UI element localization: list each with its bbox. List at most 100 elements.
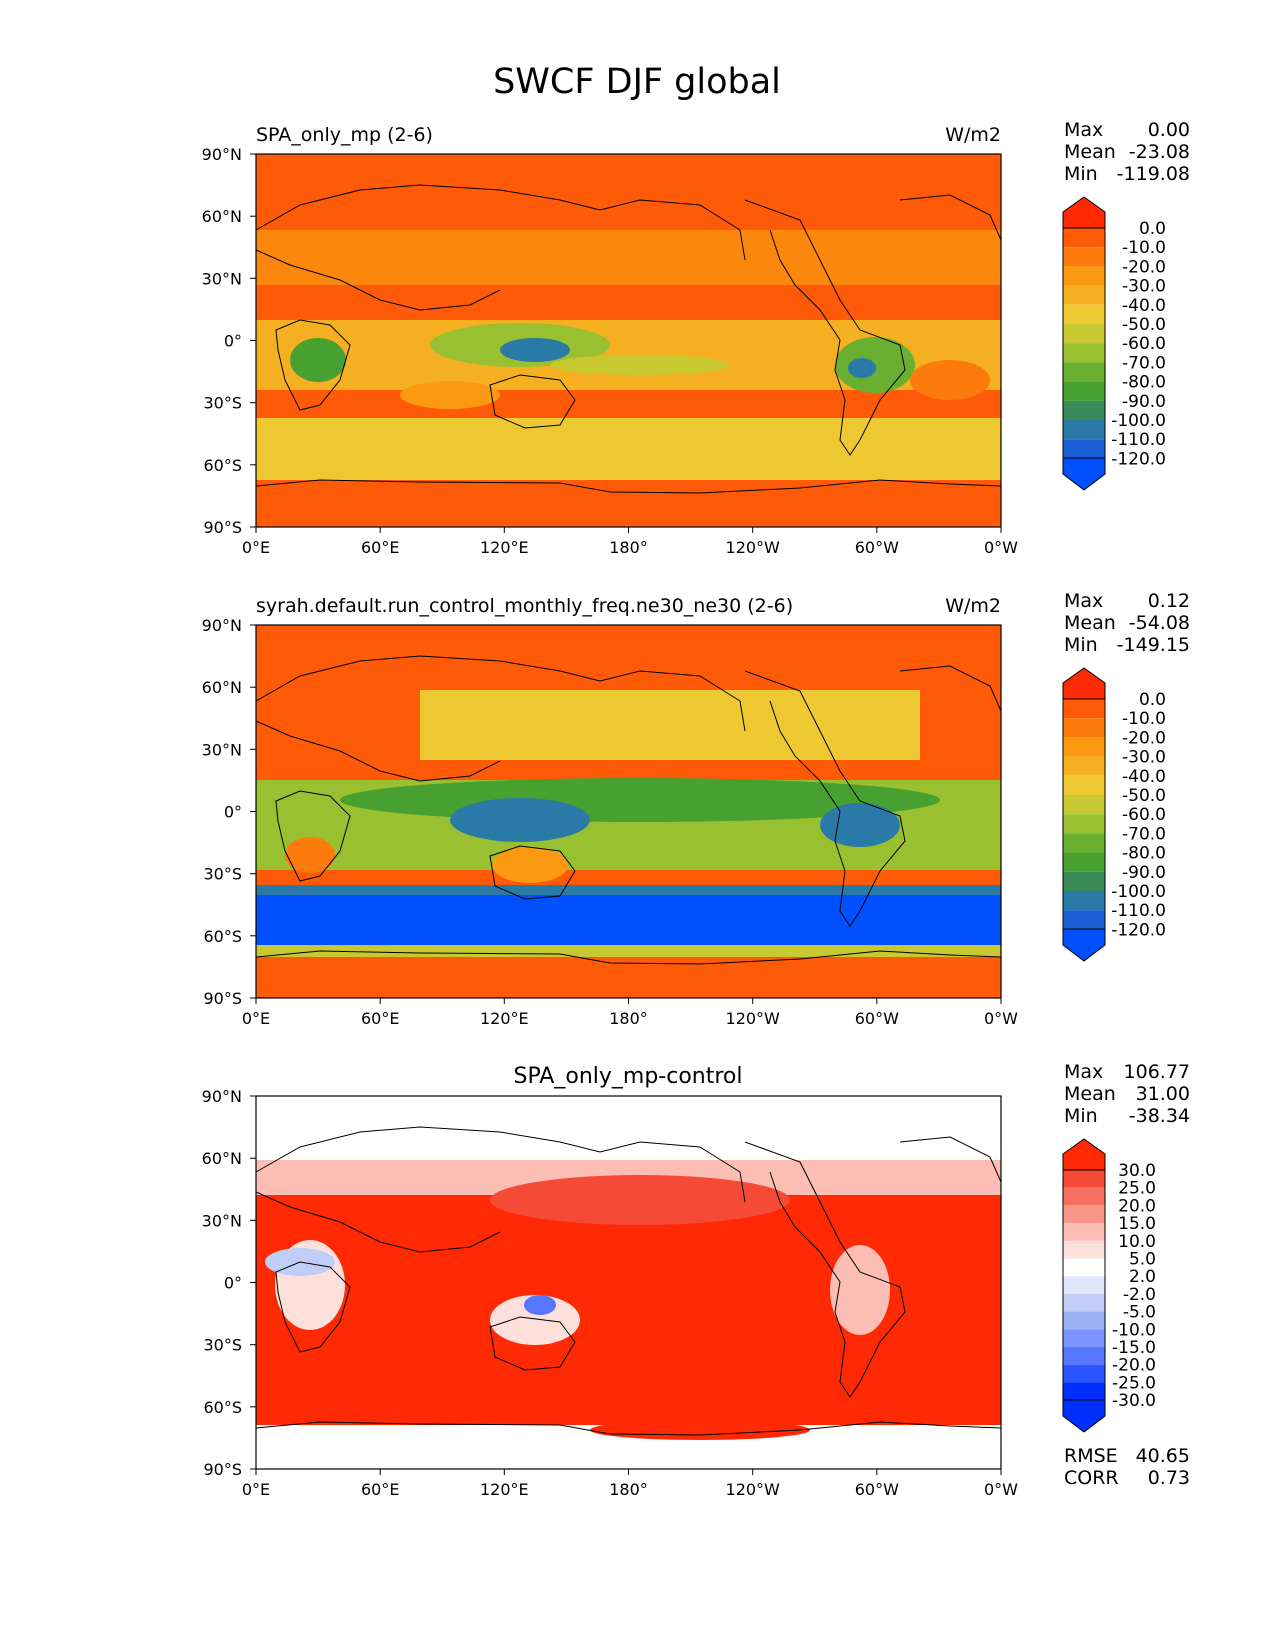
colorbar-label: -10.0 — [1122, 238, 1166, 258]
colorbar-segment — [1063, 1347, 1105, 1365]
x-axis: 0°E 60°E 120°E 180° 120°W 60°W 0°W — [242, 998, 1018, 1028]
y-tick-label: 0° — [224, 332, 242, 351]
colorbar-segment — [1063, 910, 1105, 930]
coastlines — [255, 1126, 1002, 1436]
x-axis: 0°E 60°E 120°E 180° 120°W 60°W 0°W — [242, 527, 1018, 557]
coast-africa — [275, 790, 351, 882]
stat-value: 106.77 — [1124, 1061, 1190, 1083]
colorbar-label: -90.0 — [1122, 863, 1166, 883]
stat-value: -119.08 — [1117, 163, 1190, 185]
colorbar-segment — [1063, 1276, 1105, 1294]
x-tick-label: 60°E — [361, 1480, 399, 1499]
x-tick-label: 120°E — [480, 1009, 529, 1028]
colorbar-outline — [1062, 227, 1106, 459]
south-africa-dry — [285, 837, 335, 873]
colorbar-segment — [1063, 343, 1105, 363]
colorbar-segment — [1063, 304, 1105, 324]
colorbar-label: -100.0 — [1111, 882, 1166, 902]
south-america-neutral — [830, 1245, 890, 1335]
colorbar-label: -110.0 — [1111, 430, 1166, 450]
x-tick-label: 0°W — [984, 1009, 1018, 1028]
africa-green — [290, 338, 346, 382]
map-field — [256, 1096, 1001, 1469]
panel-units: W/m2 — [945, 124, 1001, 146]
amazon-core — [820, 803, 900, 847]
y-axis: 90°N 60°N 30°N 0° 30°S 60°S 90°S — [202, 616, 256, 1008]
colorbar-label: -25.0 — [1112, 1373, 1156, 1393]
x-axis: 0°E 60°E 120°E 180° 120°W 60°W 0°W — [242, 1469, 1018, 1499]
y-tick-label: 90°S — [203, 989, 242, 1008]
colorbar-label: -110.0 — [1111, 901, 1166, 921]
colorbar-segment — [1063, 266, 1105, 286]
band-southern-ocean — [256, 895, 1001, 945]
x-tick-label: 120°E — [480, 538, 529, 557]
colorbar-segment — [1063, 439, 1105, 459]
colorbar-label: -120.0 — [1111, 920, 1166, 940]
colorbar-label: -80.0 — [1122, 373, 1166, 393]
y-tick-label: 60°N — [202, 207, 242, 226]
colorbar-label: 30.0 — [1118, 1161, 1156, 1181]
map-field — [256, 625, 1001, 998]
stats-block: Max 0.00 Mean -23.08 Min -119.08 — [1064, 119, 1190, 185]
colorbar-label: -20.0 — [1122, 257, 1166, 277]
colorbar-label: 25.0 — [1118, 1179, 1156, 1199]
coast-antarctica — [255, 1421, 1002, 1436]
colorbar-segment — [1063, 1329, 1105, 1347]
spcz — [550, 355, 730, 375]
sub-trop-low-se — [400, 381, 500, 409]
x-tick-label: 180° — [609, 1009, 648, 1028]
stat-value: -23.08 — [1129, 141, 1190, 163]
colorbar-segment — [1063, 400, 1105, 420]
colorbar-segment — [1063, 891, 1105, 911]
y-tick-label: 30°S — [203, 394, 242, 413]
colorbar-segment — [1063, 285, 1105, 305]
colorbar-segment — [1063, 756, 1105, 776]
colorbar-segment — [1063, 1240, 1105, 1259]
colorbar-segment — [1063, 1258, 1105, 1277]
coast-africa — [275, 1261, 351, 1353]
colorbar-label: -120.0 — [1111, 449, 1166, 469]
map-field — [256, 154, 1001, 527]
stat-label: Max — [1064, 1061, 1103, 1083]
y-tick-label: 60°S — [203, 1398, 242, 1417]
x-tick-label: 60°W — [855, 1009, 899, 1028]
colorbar: 0.0 -10.0 -20.0 -30.0 -40.0 -50.0 -60.0 … — [1062, 667, 1166, 962]
metric-value: 40.65 — [1136, 1445, 1190, 1467]
coast-antarctica — [255, 950, 1002, 965]
x-tick-label: 60°E — [361, 538, 399, 557]
panel-test: SPA_only_mp (2-6) W/m2 90°N — [202, 119, 1190, 557]
colorbar-segment — [1063, 814, 1105, 834]
colorbar: 30.0 25.0 20.0 15.0 10.0 5.0 2.0 -2.0 -5… — [1062, 1138, 1156, 1433]
x-tick-label: 120°W — [726, 538, 781, 557]
y-tick-label: 0° — [224, 1274, 242, 1293]
colorbar-segment — [1063, 324, 1105, 344]
y-tick-label: 30°S — [203, 865, 242, 884]
colorbar-label: -30.0 — [1122, 277, 1166, 297]
x-tick-label: 60°W — [855, 538, 899, 557]
coast-europe-asia — [255, 184, 746, 311]
north-pacific-increase — [490, 1175, 790, 1225]
y-tick-label: 60°N — [202, 678, 242, 697]
colorbar-segment — [1063, 852, 1105, 872]
coast-africa — [275, 319, 351, 411]
colorbar-top-cap — [1062, 1138, 1106, 1171]
colorbar-label: -20.0 — [1122, 728, 1166, 748]
coast-antarctica — [255, 479, 1002, 494]
coast-australia — [489, 845, 576, 900]
stat-label: Min — [1064, 634, 1098, 656]
coast-australia — [489, 1316, 576, 1371]
y-tick-label: 90°S — [203, 1460, 242, 1479]
colorbar-label: 0.0 — [1139, 219, 1166, 239]
australia-neutral — [490, 1295, 580, 1345]
sub-trop-low-sp — [910, 360, 990, 400]
metrics-block: RMSE 40.65 CORR 0.73 — [1064, 1445, 1190, 1489]
y-axis: 90°N 60°N 30°N 0° 30°S 60°S 90°S — [202, 1087, 256, 1479]
colorbar-label: -90.0 — [1122, 392, 1166, 412]
y-tick-label: 90°S — [203, 518, 242, 537]
y-tick-label: 0° — [224, 803, 242, 822]
x-tick-label: 180° — [609, 1480, 648, 1499]
warm-pool-core — [450, 798, 590, 842]
colorbar-segment — [1063, 1205, 1105, 1224]
amazon-core — [848, 358, 876, 378]
stat-label: Mean — [1064, 141, 1116, 163]
